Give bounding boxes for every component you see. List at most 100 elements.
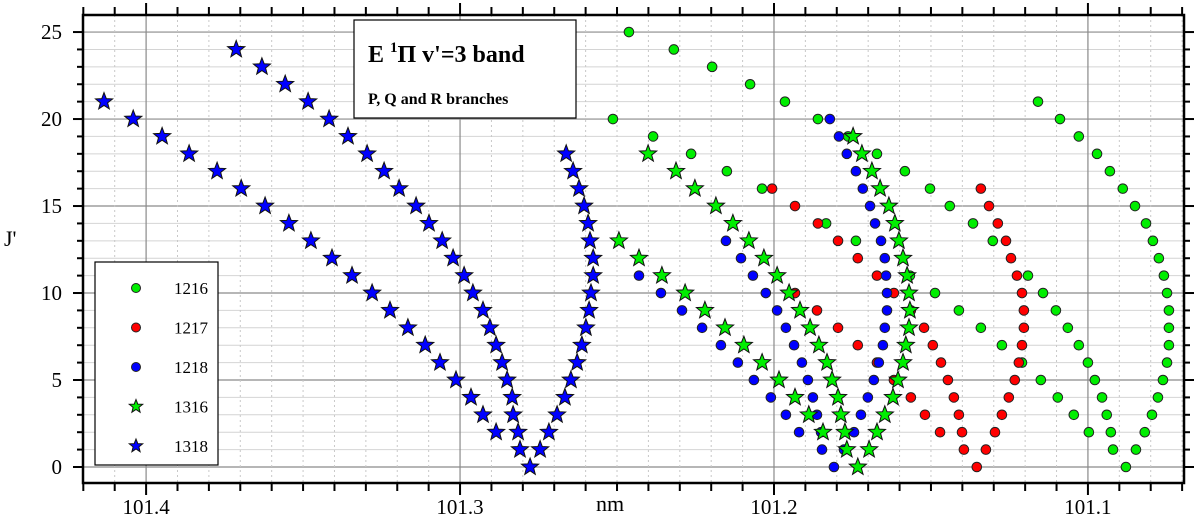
data-point-1216-circle xyxy=(1083,426,1095,438)
data-point-1217-circle xyxy=(1009,374,1021,386)
data-point-1318-star xyxy=(152,125,173,145)
data-point-1218-circle xyxy=(868,374,880,386)
data-point-1316-star xyxy=(684,178,705,198)
data-point-1216-circle xyxy=(1161,357,1173,368)
data-point-1218-circle xyxy=(747,270,759,281)
data-point-1316-star xyxy=(895,334,916,354)
data-point-1316-star xyxy=(798,404,819,424)
data-point-1318-star xyxy=(255,195,275,215)
title-box: E 1Π v'=3 band P, Q and R branches xyxy=(353,19,577,119)
x-tick-label: 101.3 xyxy=(436,495,483,519)
data-point-1316-star xyxy=(897,265,918,285)
data-point-1318-star xyxy=(298,91,319,111)
data-point-1216-circle xyxy=(685,148,697,160)
data-point-1218-circle xyxy=(807,392,819,403)
data-point-1318-star xyxy=(406,195,427,215)
data-point-1318-star xyxy=(520,456,540,476)
data-point-1216-circle xyxy=(1120,461,1132,473)
data-point-1316-star xyxy=(847,456,868,476)
data-point-1316-star xyxy=(695,299,715,319)
data-point-1318-star xyxy=(463,282,483,302)
data-point-1316-star xyxy=(867,421,887,441)
data-point-1218-circle xyxy=(780,409,792,421)
data-point-1218-circle xyxy=(869,218,881,229)
x-tick-label: 101.1 xyxy=(1064,495,1111,519)
data-point-1216-circle xyxy=(1050,305,1062,316)
data-point-1218-circle xyxy=(850,165,862,177)
data-point-1318-star xyxy=(580,230,600,250)
data-point-1316-star xyxy=(893,247,913,267)
data-point-1217-circle xyxy=(789,200,801,212)
data-point-1217-circle xyxy=(871,270,883,281)
data-point-1216-circle xyxy=(1068,409,1080,421)
data-point-1316-star xyxy=(769,369,789,389)
data-point-1216-circle xyxy=(1153,252,1165,264)
data-point-1217-circle xyxy=(832,235,844,247)
data-point-1216-circle xyxy=(779,96,791,107)
data-point-1316-star xyxy=(675,282,696,302)
data-point-1216-circle xyxy=(1163,322,1175,334)
y-tick-label: 20 xyxy=(41,107,62,131)
data-point-1318-star xyxy=(279,212,299,232)
data-point-1216-circle xyxy=(1157,374,1169,386)
data-point-1216-circle xyxy=(1107,444,1119,455)
data-point-1318-star xyxy=(338,125,358,145)
data-point-1217-circle xyxy=(812,218,824,229)
data-point-1218-circle xyxy=(880,270,892,281)
data-point-1318-star xyxy=(252,56,272,76)
y-tick-label: 0 xyxy=(52,455,63,479)
data-point-1216-circle xyxy=(1037,287,1049,299)
data-point-1217-circle xyxy=(989,426,1001,438)
data-point-1218-circle xyxy=(633,270,645,281)
data-point-1218-circle xyxy=(796,357,808,368)
data-point-1318-star xyxy=(374,160,394,180)
data-point-1318-star xyxy=(179,143,200,163)
data-point-1318-star xyxy=(473,299,493,319)
data-point-1316-star xyxy=(836,439,857,459)
data-point-1318-star xyxy=(560,369,581,389)
data-point-1318-star xyxy=(443,247,464,267)
y-tick-label: 15 xyxy=(41,194,62,218)
data-point-1318-star xyxy=(231,178,252,198)
data-point-1316-star xyxy=(608,230,629,250)
data-point-1218-circle xyxy=(833,131,845,142)
data-point-1318-star xyxy=(530,439,551,459)
legend-item-1216: 1216 xyxy=(131,279,208,298)
data-point-1318-star xyxy=(226,38,247,58)
data-point-1316-star xyxy=(652,265,672,285)
legend-item-1217: 1217 xyxy=(131,319,209,338)
data-point-1316-star xyxy=(874,404,895,424)
data-point-1318-star xyxy=(319,108,340,128)
data-point-1216-circle xyxy=(1035,374,1047,386)
data-point-1217-circle xyxy=(766,183,778,194)
data-point-1218-circle xyxy=(875,235,887,247)
tick-labels: 101.4 101.3 101.2 101.1 0 5 10 15 20 25 xyxy=(41,20,1112,519)
data-point-1217-circle xyxy=(971,461,983,473)
data-points xyxy=(94,26,1175,476)
data-point-1216-circle xyxy=(1022,270,1034,281)
data-point-1318-star xyxy=(581,282,601,302)
data-point-1316-star xyxy=(889,230,909,250)
series-1216 xyxy=(607,26,1175,473)
title-box-frame xyxy=(353,19,577,119)
chart-title: E 1Π v'=3 band xyxy=(368,40,525,68)
data-point-1316-star xyxy=(883,386,903,406)
data-point-1216-circle xyxy=(1096,392,1108,403)
plot-frame xyxy=(81,13,1186,485)
data-point-1318-star xyxy=(473,404,493,424)
data-point-1216-circle xyxy=(1073,131,1085,142)
data-point-1216-circle xyxy=(706,61,718,73)
data-point-1316-star xyxy=(813,421,833,441)
series-1318 xyxy=(94,38,604,476)
data-point-1216-circle xyxy=(1062,322,1074,334)
data-point-1218-circle xyxy=(793,426,805,438)
data-point-1316-star xyxy=(893,352,913,372)
data-point-1216-circle xyxy=(987,235,999,247)
data-point-1318-star xyxy=(502,386,523,406)
data-point-1318-star xyxy=(497,369,518,389)
data-point-1218-circle xyxy=(879,252,891,264)
data-point-1218-circle xyxy=(715,339,727,351)
data-point-1217-circle xyxy=(811,305,823,316)
data-point-1318-star xyxy=(492,352,513,372)
